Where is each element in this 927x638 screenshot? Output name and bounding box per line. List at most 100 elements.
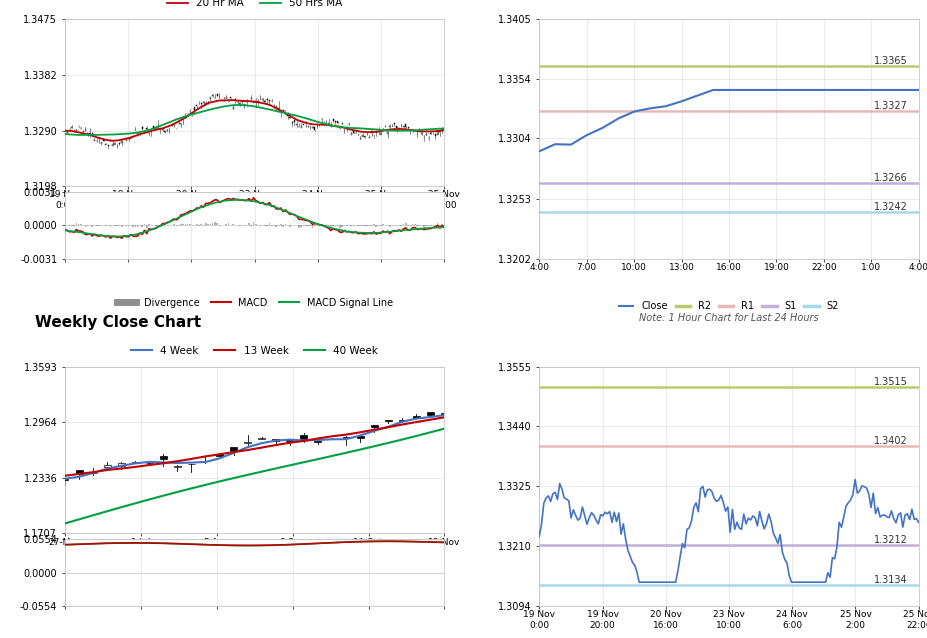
40 Week — [270, 464, 281, 472]
Bar — [73, 225, 75, 226]
13 Week — [87, 468, 98, 476]
4 Week — [171, 459, 183, 467]
4 Week — [130, 459, 141, 467]
40 Week — [312, 456, 324, 463]
20 Hr MA — [191, 106, 202, 114]
Bar — [330, 225, 331, 228]
Bar — [69, 225, 70, 226]
4 Week — [59, 475, 70, 482]
4 Week — [326, 436, 337, 443]
Bar — [388, 225, 390, 227]
20 Hr MA — [225, 96, 236, 104]
Bar — [210, 224, 211, 225]
40 Week — [396, 436, 407, 443]
Bar — [75, 223, 77, 225]
4 Week — [116, 462, 127, 470]
40 Week — [116, 503, 127, 511]
Bar — [371, 225, 372, 226]
13 Week — [242, 446, 253, 454]
Line: 20 Hr MA: 20 Hr MA — [65, 100, 444, 141]
50 Hrs MA — [286, 111, 298, 119]
Text: 1.3266: 1.3266 — [872, 173, 907, 183]
Line: 40 Week: 40 Week — [65, 429, 444, 523]
13 Week — [312, 434, 324, 442]
40 Week — [228, 474, 239, 482]
4 Week — [270, 437, 281, 445]
13 Week — [116, 464, 127, 472]
Bar — [357, 225, 359, 226]
Bar — [227, 223, 229, 225]
4 Week — [73, 473, 84, 480]
40 Week — [298, 458, 309, 466]
13 Week — [354, 429, 365, 436]
13 Week — [144, 461, 155, 469]
Bar — [366, 225, 367, 226]
4 Week — [242, 443, 253, 451]
Bar — [200, 224, 202, 225]
Bar — [61, 479, 69, 480]
40 Week — [199, 481, 210, 489]
40 Week — [326, 452, 337, 460]
Bar — [121, 225, 122, 227]
Bar — [362, 225, 363, 226]
20 Hr MA — [438, 126, 450, 134]
Bar — [375, 225, 376, 226]
4 Week — [185, 459, 197, 466]
Bar — [310, 225, 311, 226]
Bar — [298, 225, 299, 228]
40 Week — [214, 478, 225, 486]
13 Week — [298, 437, 309, 445]
Bar — [286, 440, 293, 441]
13 Week — [59, 472, 70, 480]
Bar — [248, 223, 249, 225]
4 Week — [87, 469, 98, 477]
Bar — [441, 224, 442, 225]
4 Week — [144, 458, 155, 466]
4 Week — [396, 418, 407, 426]
50 Hrs MA — [59, 130, 70, 138]
13 Week — [214, 450, 225, 458]
Bar — [385, 420, 391, 421]
40 Week — [171, 488, 183, 496]
4 Week — [411, 415, 422, 422]
Line: 4 Week: 4 Week — [65, 415, 444, 478]
4 Week — [298, 436, 309, 444]
Text: 1.3242: 1.3242 — [872, 202, 907, 212]
13 Week — [228, 449, 239, 456]
Bar — [207, 224, 209, 225]
50 Hrs MA — [80, 131, 91, 139]
Bar — [132, 462, 139, 463]
Bar — [275, 225, 277, 226]
Bar — [440, 413, 448, 414]
4 Week — [158, 459, 169, 466]
Bar — [399, 420, 405, 422]
40 Week — [425, 429, 436, 436]
Text: Note: 1 Hour Chart for Last 24 Hours: Note: 1 Hour Chart for Last 24 Hours — [639, 313, 818, 323]
Bar — [128, 225, 129, 226]
Bar — [78, 224, 80, 225]
Bar — [118, 463, 124, 466]
Bar — [216, 454, 222, 457]
13 Week — [73, 470, 84, 478]
40 Week — [87, 512, 98, 519]
Bar — [180, 224, 182, 225]
40 Week — [284, 461, 295, 469]
Bar — [141, 225, 143, 227]
Bar — [400, 225, 401, 226]
Bar — [159, 456, 167, 459]
Legend: 20 Hr MA, 50 Hrs MA: 20 Hr MA, 50 Hrs MA — [163, 0, 346, 13]
50 Hrs MA — [171, 115, 182, 123]
Bar — [277, 225, 279, 226]
Bar — [95, 225, 97, 226]
13 Week — [256, 444, 267, 452]
Bar — [84, 225, 86, 226]
13 Week — [438, 413, 450, 421]
40 Week — [73, 516, 84, 523]
50 Hrs MA — [130, 129, 141, 137]
50 Hrs MA — [438, 125, 450, 133]
Bar — [437, 223, 438, 225]
4 Week — [199, 458, 210, 466]
13 Week — [158, 459, 169, 467]
40 Week — [354, 446, 365, 454]
Text: 1.3212: 1.3212 — [872, 535, 907, 545]
